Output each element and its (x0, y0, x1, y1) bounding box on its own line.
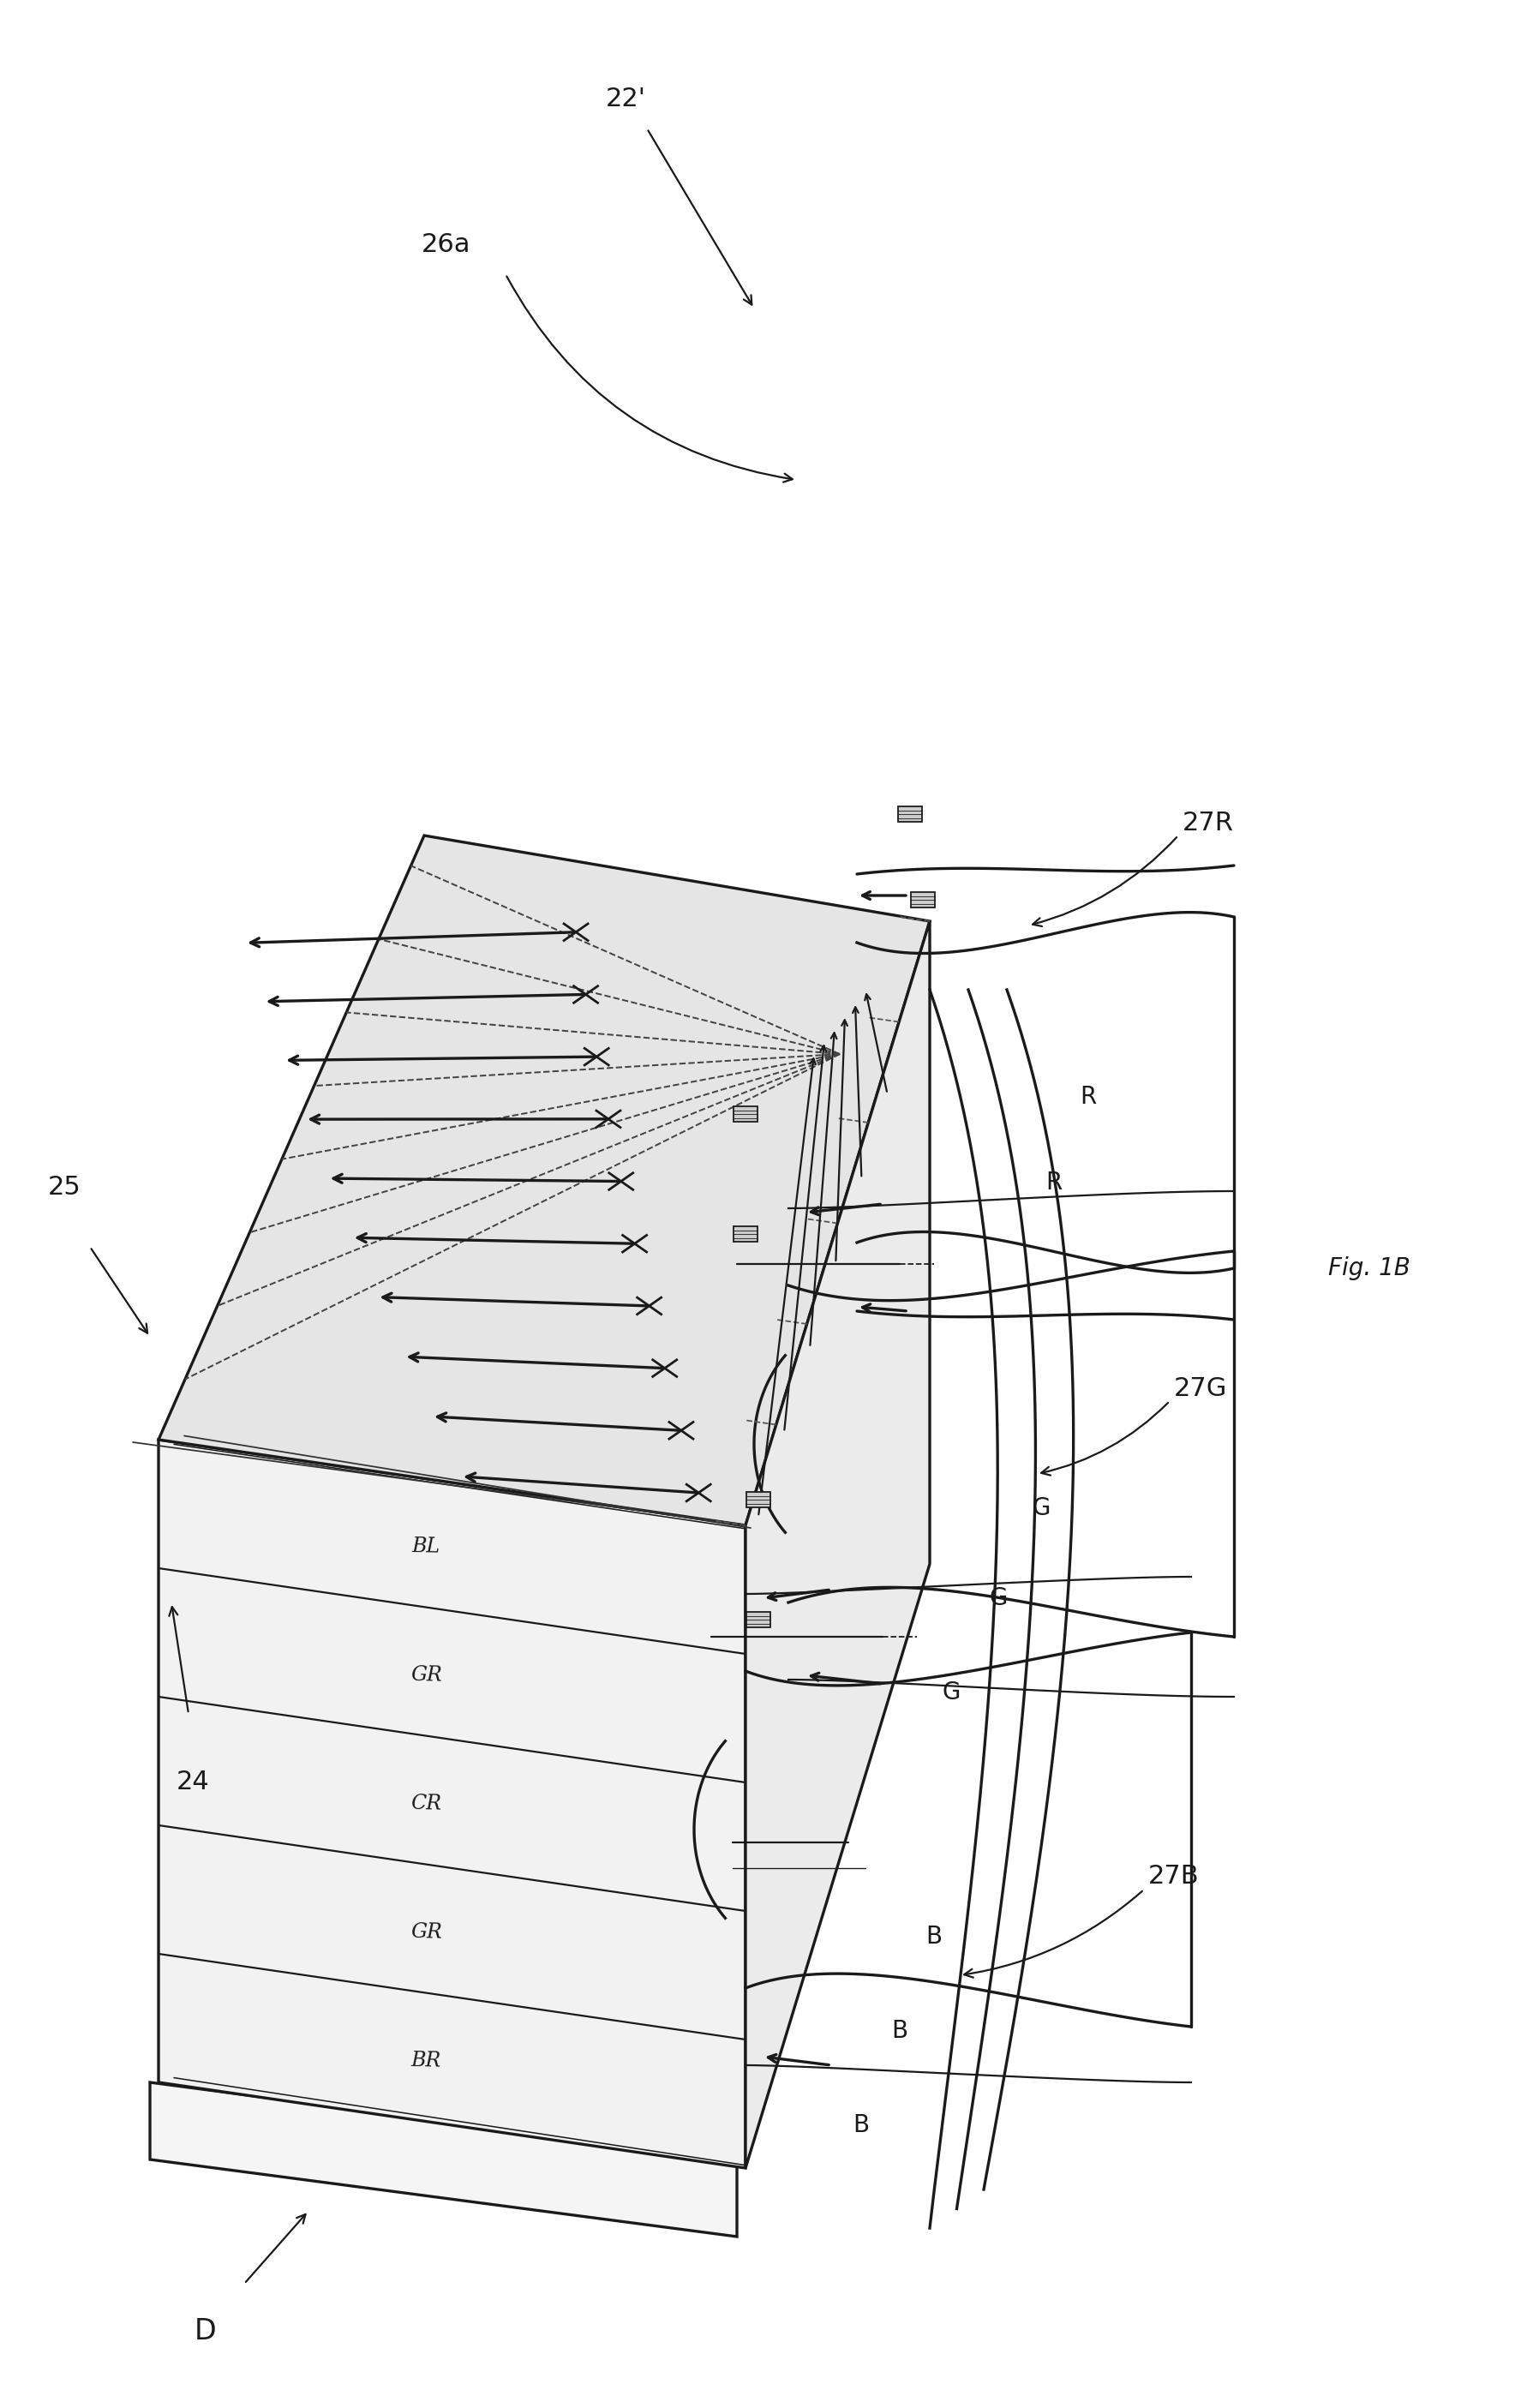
Polygon shape (745, 922, 929, 2167)
FancyBboxPatch shape (747, 1611, 770, 1628)
Text: 22': 22' (605, 87, 646, 111)
FancyBboxPatch shape (747, 1493, 770, 1507)
Text: BR: BR (411, 2052, 441, 2071)
Text: B: B (926, 1924, 941, 1948)
Text: 26a: 26a (421, 231, 470, 258)
Text: B: B (853, 2114, 870, 2138)
FancyBboxPatch shape (899, 807, 922, 821)
Text: D: D (195, 2316, 216, 2345)
Text: R: R (1080, 1086, 1097, 1108)
Polygon shape (158, 836, 929, 1524)
Text: 27G: 27G (1174, 1375, 1227, 1401)
Text: R: R (1046, 1170, 1062, 1194)
Text: GR: GR (411, 1922, 443, 1943)
FancyBboxPatch shape (733, 1105, 757, 1122)
Text: G: G (989, 1587, 1007, 1611)
Text: 27B: 27B (1148, 1864, 1200, 1890)
Text: GR: GR (411, 1666, 443, 1686)
Text: Fig. 1B: Fig. 1B (1328, 1257, 1410, 1281)
Text: 25: 25 (47, 1175, 81, 1199)
Polygon shape (158, 1440, 745, 2167)
FancyBboxPatch shape (911, 891, 935, 908)
Polygon shape (151, 2083, 738, 2237)
Text: 24: 24 (176, 1770, 210, 1794)
Text: CR: CR (411, 1794, 441, 1813)
Text: G: G (1031, 1495, 1051, 1519)
Text: G: G (941, 1681, 960, 1705)
Text: BL: BL (412, 1536, 441, 1558)
Text: B: B (891, 2018, 908, 2042)
Text: 27R: 27R (1182, 809, 1234, 836)
FancyBboxPatch shape (733, 1226, 757, 1243)
